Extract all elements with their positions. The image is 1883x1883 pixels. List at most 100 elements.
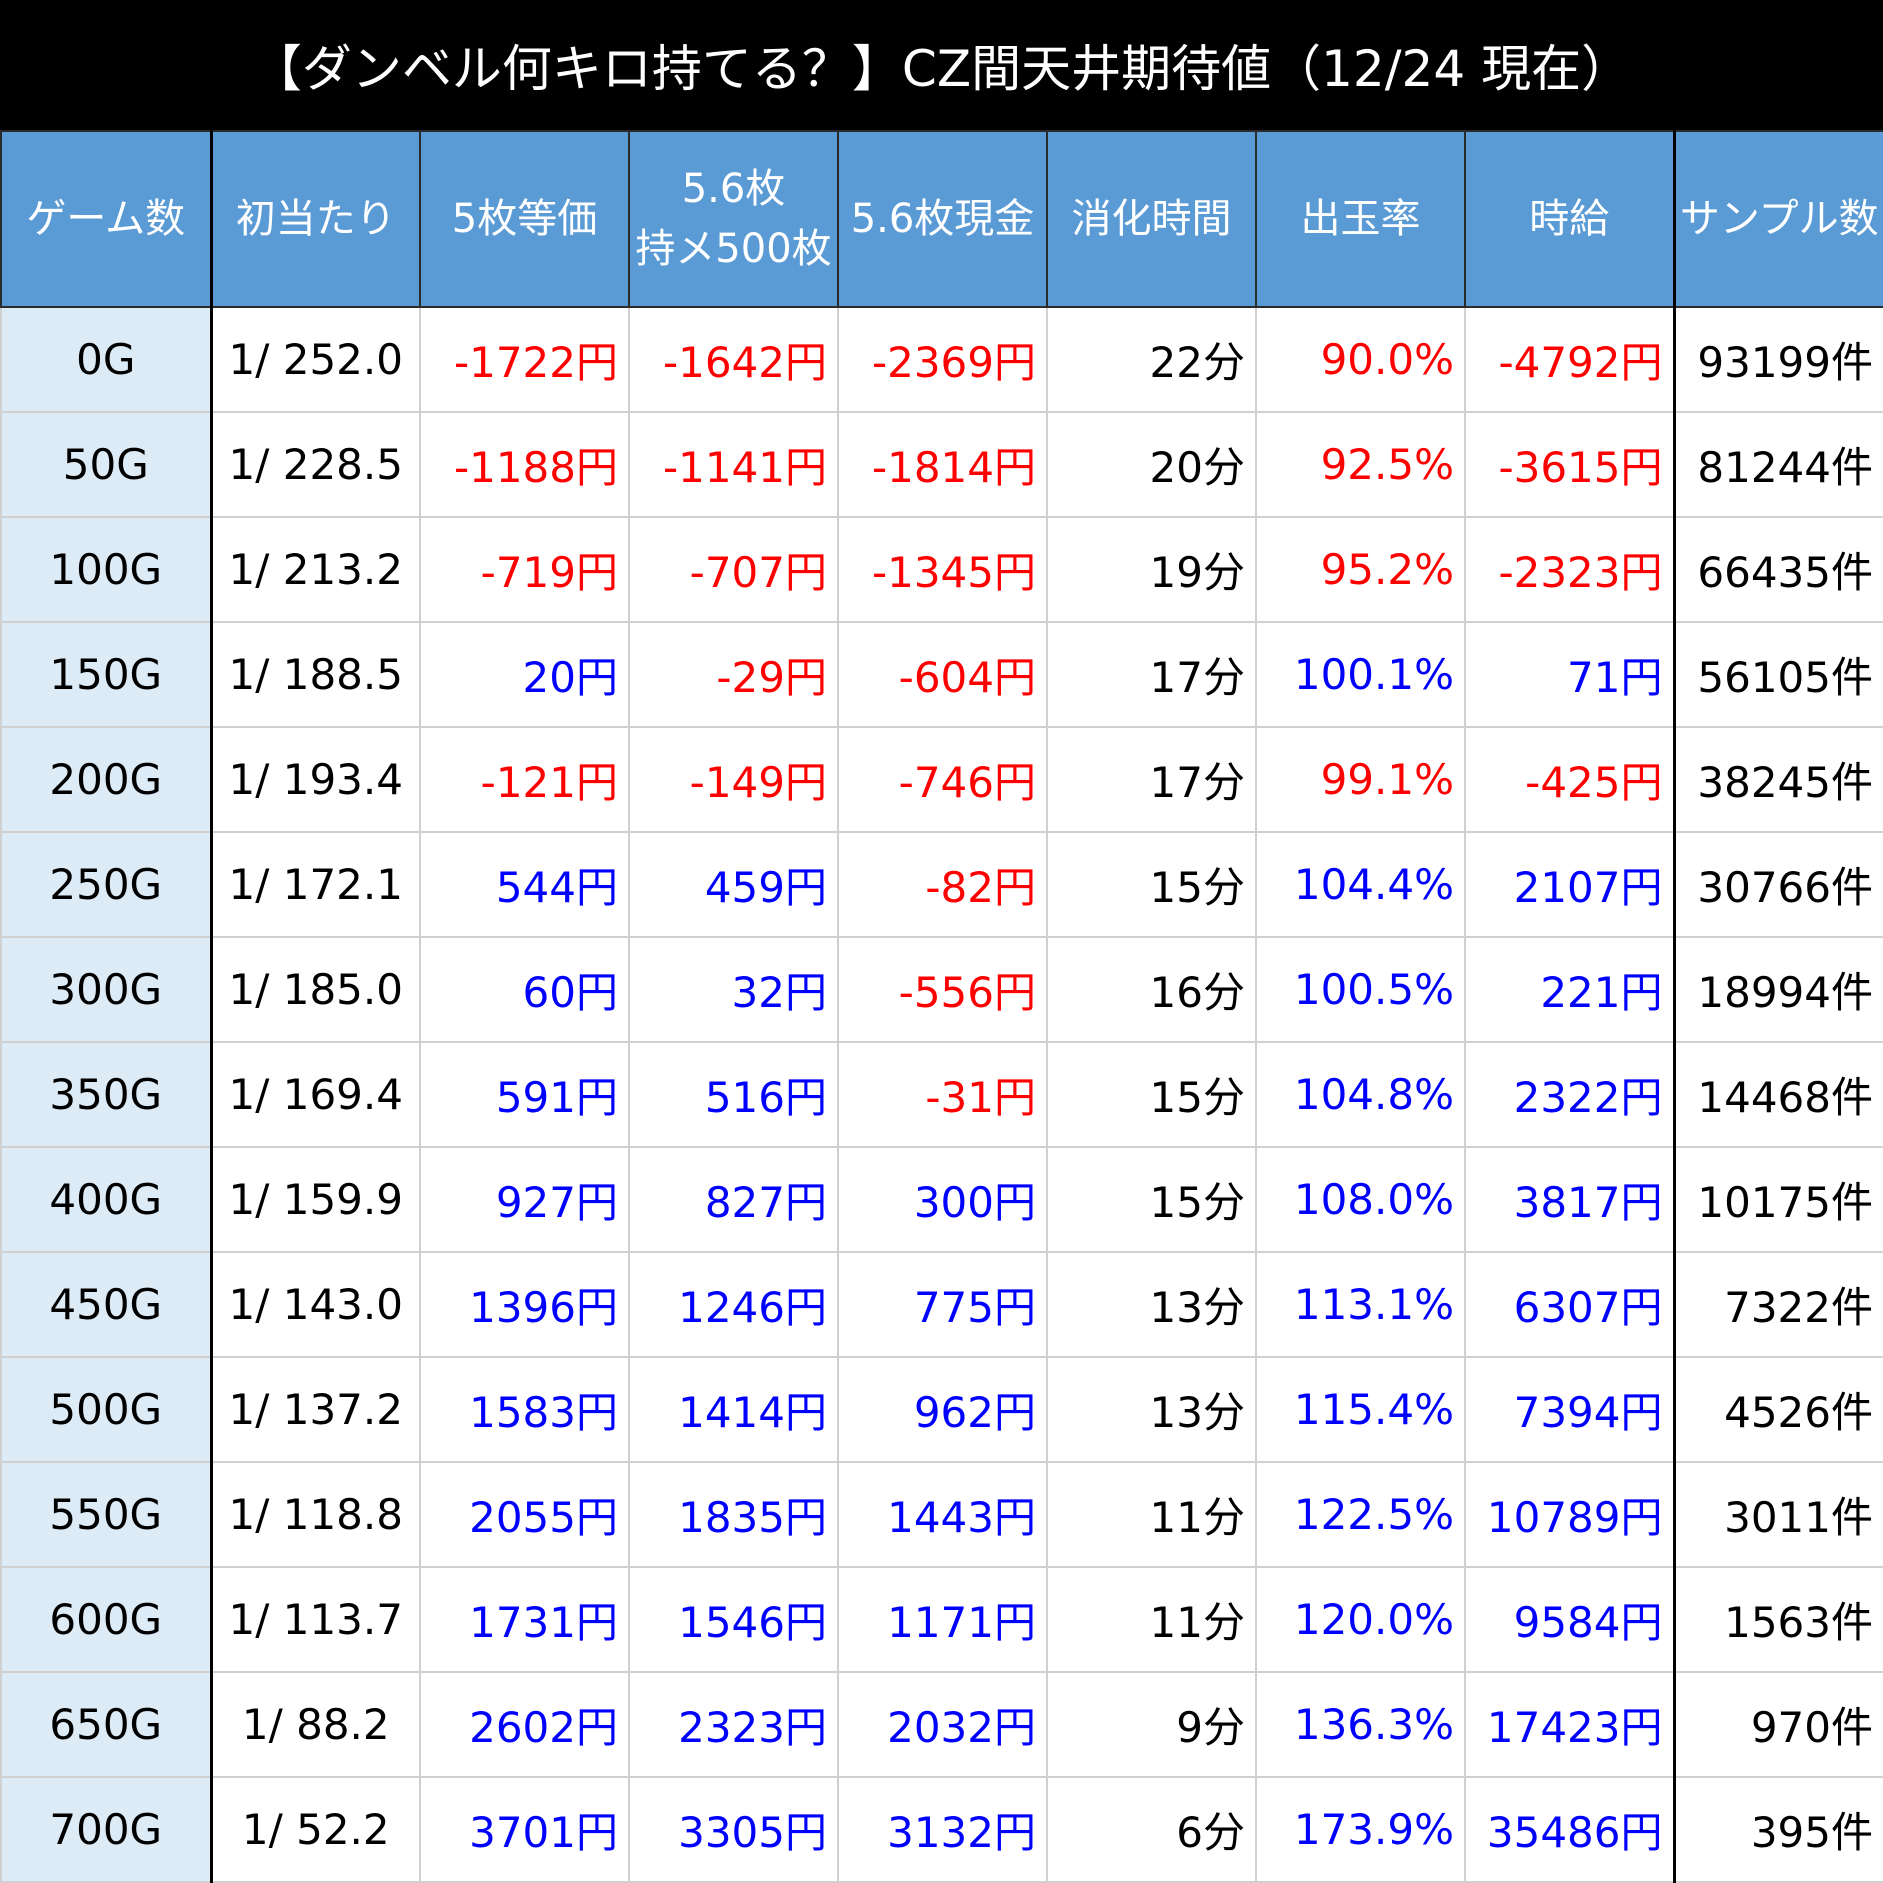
cell-time: 15分: [1046, 831, 1257, 938]
cell-prob: 1/ 137.2: [209, 1356, 421, 1463]
column-header-6: 出玉率: [1255, 130, 1466, 308]
cell-prob: 1/ 188.5: [209, 621, 421, 728]
cell-ev5: 20円: [419, 621, 630, 728]
cell-ev5: -1722円: [419, 306, 630, 413]
cell-game: 350G: [0, 1041, 212, 1148]
cell-rate: 136.3%: [1255, 1671, 1466, 1778]
cell-wage: 6307円: [1464, 1251, 1675, 1358]
cell-ev56m: 2323円: [628, 1671, 839, 1778]
cell-prob: 1/ 213.2: [209, 516, 421, 623]
column-header-line: サンプル数: [1679, 196, 1879, 242]
column-header-line: 時給: [1529, 196, 1610, 242]
column-header-line: 5.6枚現金: [850, 196, 1035, 242]
cell-ev5: 3701円: [419, 1776, 630, 1883]
cell-ev56m: 1414円: [628, 1356, 839, 1463]
cell-game: 50G: [0, 411, 212, 518]
cell-ev56m: -149円: [628, 726, 839, 833]
cell-ev56c: 2032円: [837, 1671, 1048, 1778]
cell-ev5: 1396円: [419, 1251, 630, 1358]
table-body: 0G 1/ 252.0 -1722円 -1642円 -2369円 22分 90.0% -479…: [0, 306, 1883, 1883]
cell-ev5: 60円: [419, 936, 630, 1043]
table-header: ゲーム数 初当たり 5枚等価 5.6枚 持メ500枚 5.6枚現金 消化時間 出玉率 時給 サンプ…: [0, 130, 1883, 308]
table-row: 550G 1/ 118.8 2055円 1835円 1443円 11分 122.5% 1078…: [0, 1461, 1883, 1568]
cell-time: 13分: [1046, 1251, 1257, 1358]
cell-wage: 35486円: [1464, 1776, 1675, 1883]
cell-prob: 1/ 88.2: [209, 1671, 421, 1778]
cell-time: 17分: [1046, 621, 1257, 728]
cell-ev5: 2602円: [419, 1671, 630, 1778]
cell-game: 250G: [0, 831, 212, 938]
column-header-line: 持メ500枚: [635, 226, 832, 272]
column-header-line: 消化時間: [1071, 196, 1232, 242]
column-header-line: ゲーム数: [26, 196, 186, 242]
cell-rate: 173.9%: [1255, 1776, 1466, 1883]
column-header-4: 5.6枚現金: [837, 130, 1048, 308]
table-row: 250G 1/ 172.1 544円 459円 -82円 15分 104.4% 2107円 30…: [0, 831, 1883, 938]
cell-rate: 95.2%: [1255, 516, 1466, 623]
cell-game: 600G: [0, 1566, 212, 1673]
cell-wage: 10789円: [1464, 1461, 1675, 1568]
cell-ev56m: 32円: [628, 936, 839, 1043]
cell-ev56m: 516円: [628, 1041, 839, 1148]
cell-prob: 1/ 52.2: [209, 1776, 421, 1883]
table-row: 100G 1/ 213.2 -719円 -707円 -1345円 19分 95.2% -232…: [0, 516, 1883, 623]
cell-time: 11分: [1046, 1566, 1257, 1673]
cell-rate: 104.8%: [1255, 1041, 1466, 1148]
cell-time: 15分: [1046, 1146, 1257, 1253]
cell-time: 15分: [1046, 1041, 1257, 1148]
cell-samp: 81244件: [1672, 411, 1883, 518]
cell-rate: 100.5%: [1255, 936, 1466, 1043]
cell-rate: 104.4%: [1255, 831, 1466, 938]
cell-game: 400G: [0, 1146, 212, 1253]
cell-rate: 108.0%: [1255, 1146, 1466, 1253]
column-header-line: 出玉率: [1300, 196, 1421, 242]
cell-time: 19分: [1046, 516, 1257, 623]
column-header-7: 時給: [1464, 130, 1675, 308]
cell-ev56m: 827円: [628, 1146, 839, 1253]
cell-rate: 92.5%: [1255, 411, 1466, 518]
cell-game: 300G: [0, 936, 212, 1043]
cell-samp: 56105件: [1672, 621, 1883, 728]
cell-ev56m: 1246円: [628, 1251, 839, 1358]
column-header-3: 5.6枚 持メ500枚: [628, 130, 839, 308]
column-header-1: 初当たり: [209, 130, 421, 308]
cell-game: 0G: [0, 306, 212, 413]
cell-samp: 10175件: [1672, 1146, 1883, 1253]
table-row: 0G 1/ 252.0 -1722円 -1642円 -2369円 22分 90.0% -479…: [0, 306, 1883, 413]
cell-prob: 1/ 172.1: [209, 831, 421, 938]
cell-rate: 115.4%: [1255, 1356, 1466, 1463]
cell-wage: 7394円: [1464, 1356, 1675, 1463]
cell-prob: 1/ 185.0: [209, 936, 421, 1043]
cell-wage: -2323円: [1464, 516, 1675, 623]
table-title-text: 【ダンベル何キロ持てる？】CZ間天井期待値（12/24 現在）: [251, 40, 1632, 98]
cell-time: 9分: [1046, 1671, 1257, 1778]
table-row: 150G 1/ 188.5 20円 -29円 -604円 17分 100.1% 71円 5610…: [0, 621, 1883, 728]
cell-ev56c: -2369円: [837, 306, 1048, 413]
cell-time: 20分: [1046, 411, 1257, 518]
cell-rate: 99.1%: [1255, 726, 1466, 833]
cell-rate: 90.0%: [1255, 306, 1466, 413]
cell-samp: 4526件: [1672, 1356, 1883, 1463]
table-row: 50G 1/ 228.5 -1188円 -1141円 -1814円 20分 92.5% -36…: [0, 411, 1883, 518]
column-header-8: サンプル数: [1672, 130, 1883, 308]
cell-game: 700G: [0, 1776, 212, 1883]
cell-ev56m: 3305円: [628, 1776, 839, 1883]
cell-samp: 14468件: [1672, 1041, 1883, 1148]
table-row: 350G 1/ 169.4 591円 516円 -31円 15分 104.8% 2322円 14…: [0, 1041, 1883, 1148]
cell-wage: -4792円: [1464, 306, 1675, 413]
cell-prob: 1/ 118.8: [209, 1461, 421, 1568]
cell-prob: 1/ 193.4: [209, 726, 421, 833]
cell-wage: 2322円: [1464, 1041, 1675, 1148]
cell-samp: 30766件: [1672, 831, 1883, 938]
cell-ev56c: 775円: [837, 1251, 1048, 1358]
cell-ev56c: -746円: [837, 726, 1048, 833]
cell-rate: 113.1%: [1255, 1251, 1466, 1358]
cell-ev56c: -1345円: [837, 516, 1048, 623]
cell-ev5: -719円: [419, 516, 630, 623]
cell-prob: 1/ 159.9: [209, 1146, 421, 1253]
cell-wage: 3817円: [1464, 1146, 1675, 1253]
cell-samp: 7322件: [1672, 1251, 1883, 1358]
cell-ev5: 591円: [419, 1041, 630, 1148]
cell-time: 13分: [1046, 1356, 1257, 1463]
cell-ev5: 1731円: [419, 1566, 630, 1673]
